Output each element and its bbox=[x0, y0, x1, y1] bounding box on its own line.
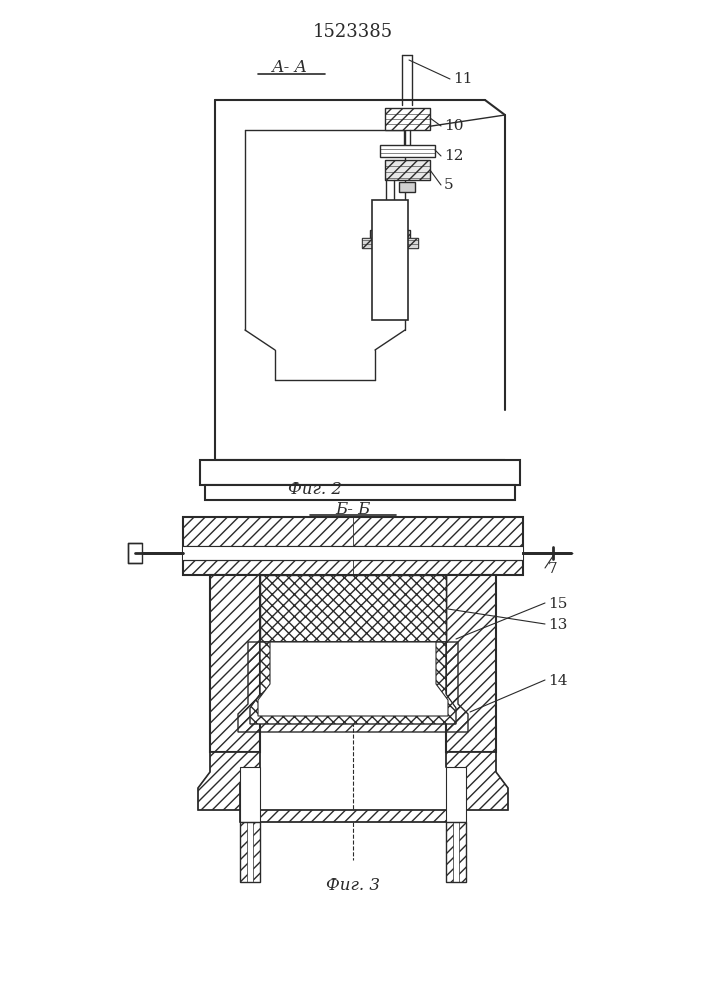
Bar bbox=[446, 575, 496, 752]
Bar bbox=[446, 575, 496, 752]
Text: А- А: А- А bbox=[272, 60, 308, 77]
Text: 15: 15 bbox=[548, 597, 568, 611]
Text: 10: 10 bbox=[444, 119, 464, 133]
Text: 7: 7 bbox=[548, 562, 558, 576]
Polygon shape bbox=[258, 642, 448, 716]
Bar bbox=[353, 517, 523, 575]
Bar bbox=[362, 238, 418, 248]
Bar bbox=[260, 575, 446, 642]
Bar bbox=[459, 822, 466, 882]
Bar bbox=[205, 485, 515, 500]
Bar bbox=[184, 547, 522, 559]
Text: 13: 13 bbox=[548, 618, 568, 632]
Bar bbox=[446, 822, 453, 882]
Bar bbox=[128, 543, 142, 563]
Text: 11: 11 bbox=[453, 72, 472, 86]
Bar bbox=[260, 575, 446, 642]
Bar bbox=[385, 160, 430, 180]
Bar bbox=[210, 575, 260, 752]
Bar bbox=[260, 575, 446, 642]
Bar bbox=[200, 460, 520, 485]
Bar bbox=[260, 575, 446, 642]
Bar bbox=[362, 238, 418, 248]
Bar bbox=[250, 575, 456, 652]
Bar bbox=[380, 145, 435, 157]
Text: 1523385: 1523385 bbox=[313, 23, 393, 41]
Text: Фиг. 2: Фиг. 2 bbox=[288, 482, 342, 498]
Bar bbox=[240, 822, 247, 882]
Text: 5: 5 bbox=[444, 178, 454, 192]
Bar bbox=[385, 108, 430, 130]
Bar bbox=[370, 230, 410, 238]
Bar bbox=[183, 546, 523, 560]
Bar bbox=[446, 822, 466, 882]
Polygon shape bbox=[198, 752, 508, 822]
Bar bbox=[399, 182, 415, 192]
Bar bbox=[446, 767, 466, 822]
Bar bbox=[253, 822, 260, 882]
Text: 12: 12 bbox=[444, 149, 464, 163]
Polygon shape bbox=[250, 642, 456, 724]
Bar bbox=[385, 108, 430, 130]
Text: Фиг. 3: Фиг. 3 bbox=[326, 876, 380, 894]
Bar bbox=[210, 575, 260, 752]
Text: Б- Б: Б- Б bbox=[335, 502, 370, 518]
Bar bbox=[240, 767, 260, 822]
Text: 14: 14 bbox=[548, 674, 568, 688]
Bar bbox=[385, 160, 430, 180]
Bar bbox=[183, 517, 353, 575]
Bar bbox=[372, 200, 408, 320]
Bar bbox=[370, 230, 410, 238]
Bar bbox=[240, 822, 260, 882]
Bar bbox=[183, 517, 523, 575]
